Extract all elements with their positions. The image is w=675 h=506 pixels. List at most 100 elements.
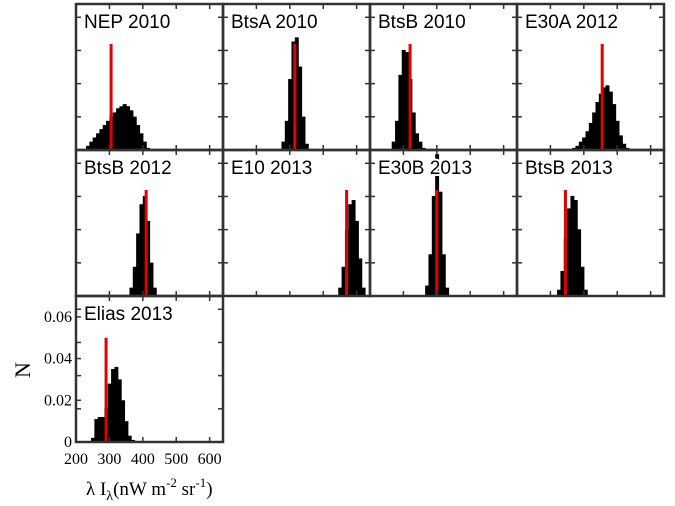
- histogram-bar: [152, 287, 157, 296]
- histogram-bar: [425, 285, 430, 296]
- histogram-bar: [577, 229, 582, 296]
- histogram-bar: [132, 266, 137, 296]
- histogram-bar: [608, 91, 613, 150]
- histogram-bar: [612, 104, 617, 150]
- histogram-bar: [294, 37, 299, 150]
- histogram-bar: [121, 400, 126, 442]
- panel-8: BtsB 2013: [515, 148, 666, 298]
- histogram-bar: [111, 369, 116, 442]
- histogram-bar: [89, 141, 94, 150]
- histogram-bar: [575, 145, 580, 150]
- histogram-bar: [618, 135, 623, 150]
- histogram-bar: [361, 287, 366, 296]
- histogram-bar: [122, 104, 127, 150]
- x-axis-label: λ Iλ(nW m-2 sr-1): [86, 475, 213, 504]
- histogram-bar: [132, 116, 137, 150]
- x-axis-label-units-post: ): [206, 479, 212, 500]
- histogram-bar: [605, 85, 610, 150]
- histogram-bar: [96, 133, 100, 150]
- histogram-bar: [124, 421, 129, 442]
- histogram-bar: [358, 258, 363, 296]
- x-axis-label-sub: λ: [106, 489, 113, 504]
- histogram-bar: [91, 437, 95, 442]
- histogram-bar: [149, 262, 154, 296]
- histogram-bar: [411, 112, 416, 150]
- histogram-bar: [588, 122, 593, 150]
- panel-5: BtsB 2012: [74, 148, 225, 298]
- histogram-bar: [445, 287, 450, 296]
- histogram-bar: [86, 145, 90, 150]
- histogram-bar: [595, 102, 600, 150]
- histogram-bar: [127, 435, 132, 442]
- x-axis-label-main: λ I: [86, 479, 106, 500]
- histogram-bar: [441, 254, 446, 296]
- panel-7: E30B 2013: [368, 148, 519, 298]
- histogram-bar: [298, 66, 303, 150]
- histogram-bar: [281, 141, 286, 150]
- histogram-bar: [119, 106, 124, 150]
- histogram-bar: [398, 74, 403, 150]
- histogram-bar: [97, 416, 102, 442]
- y-tick-label: 0.04: [44, 351, 72, 368]
- histogram-bar: [570, 195, 575, 296]
- histogram-bar: [391, 141, 396, 150]
- histogram-bar: [139, 133, 144, 150]
- histogram-bar: [602, 87, 607, 150]
- histogram-bar: [129, 287, 134, 296]
- histogram-bar: [102, 124, 107, 150]
- panel-title: BtsB 2013: [525, 158, 613, 179]
- histogram-bar: [573, 200, 578, 296]
- panel-4: E30A 2012: [515, 2, 666, 152]
- panel-1: NEP 2010: [74, 2, 225, 152]
- panel-title: E30A 2012: [525, 12, 618, 33]
- histogram-bar: [592, 112, 597, 150]
- histogram-bar: [288, 79, 293, 150]
- histogram-bar: [560, 270, 565, 296]
- panel-title: NEP 2010: [84, 12, 170, 33]
- panel-title: E10 2013: [231, 158, 312, 179]
- x-axis-label-exp2: -1: [195, 475, 206, 490]
- histogram-bar: [341, 266, 346, 296]
- histogram-bar: [136, 233, 141, 296]
- histogram-bar: [94, 419, 99, 442]
- panel-title: BtsB 2012: [84, 158, 172, 179]
- histogram-bar: [112, 112, 117, 150]
- y-axis-label: N: [10, 362, 35, 378]
- histogram-bar: [578, 141, 583, 150]
- x-axis-label-exp1: -2: [166, 475, 177, 490]
- histogram-bar: [615, 120, 620, 150]
- panel-frame: [515, 148, 666, 298]
- panel-title: BtsB 2010: [378, 12, 466, 33]
- histogram-bar: [338, 287, 343, 296]
- histogram-bar: [405, 51, 410, 150]
- histogram-bar: [351, 200, 356, 296]
- panel-title: BtsA 2010: [231, 12, 318, 33]
- histogram-bar: [99, 129, 104, 150]
- x-axis-label-units-pre: (nW m: [113, 479, 166, 500]
- panel-3: BtsB 2010: [368, 2, 519, 152]
- panel-2: BtsA 2010: [221, 2, 372, 152]
- histogram-bar: [129, 110, 134, 150]
- histogram-bar: [142, 141, 147, 150]
- histogram-bar: [583, 289, 588, 296]
- histogram-bar: [348, 204, 353, 296]
- histogram-bar: [401, 49, 406, 151]
- y-tick-label: 0.06: [44, 309, 72, 326]
- histogram-bar: [585, 131, 590, 150]
- histogram-bar: [580, 266, 585, 296]
- histogram-bar: [418, 141, 423, 150]
- panel-title: Elias 2013: [84, 304, 173, 325]
- histogram-bar: [107, 383, 112, 442]
- histogram-bar: [101, 416, 105, 442]
- histogram-bar: [106, 120, 111, 150]
- histogram-bar: [582, 137, 587, 150]
- y-tick-label: 0.02: [44, 392, 72, 409]
- histogram-bar: [116, 108, 121, 150]
- panel-6: E10 2013: [221, 148, 372, 298]
- histogram-bar: [301, 116, 306, 150]
- x-tick-label: 300: [97, 451, 121, 468]
- histogram-bar: [395, 120, 399, 150]
- histogram-bar: [354, 220, 359, 296]
- histogram-bar: [415, 133, 420, 150]
